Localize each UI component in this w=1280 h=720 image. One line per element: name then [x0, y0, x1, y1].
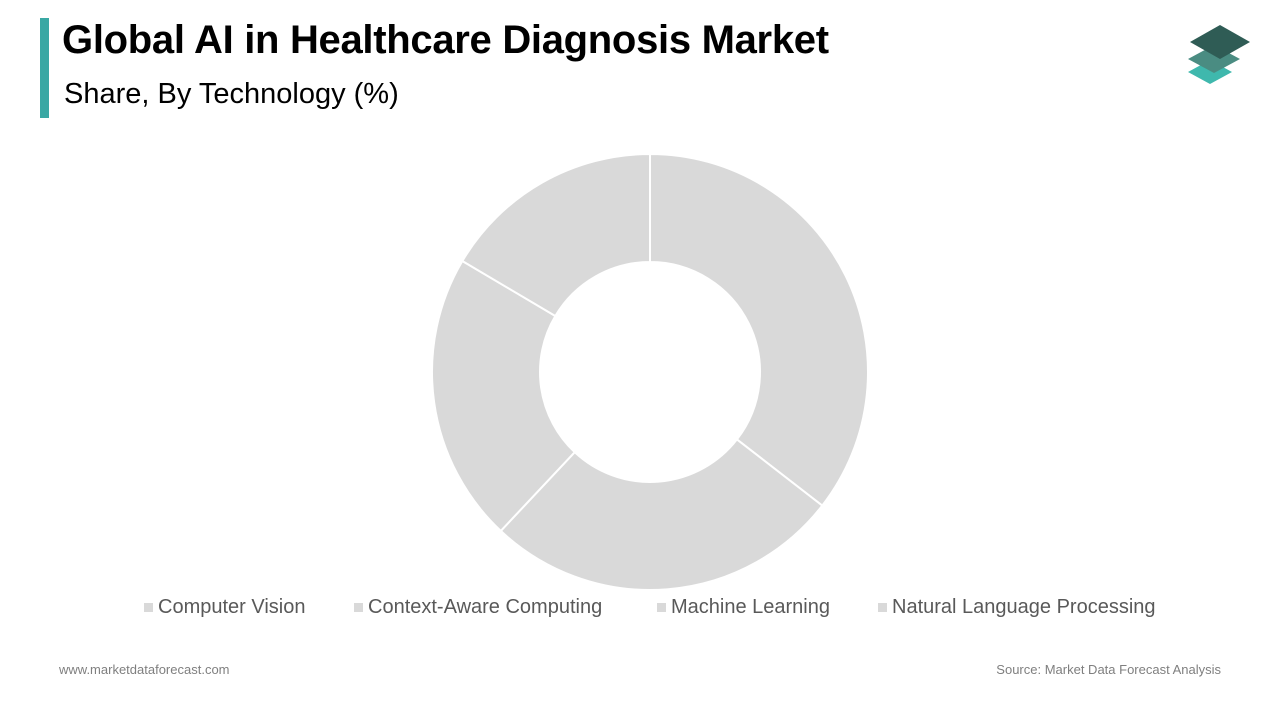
logo-layer-top: [1190, 25, 1250, 59]
title-accent-bar: [40, 18, 49, 118]
legend-item: Machine Learning: [657, 596, 830, 619]
footer-website: www.marketdataforecast.com: [59, 662, 230, 677]
stacked-layers-icon: [1188, 25, 1250, 84]
legend-item: Natural Language Processing: [878, 596, 1156, 619]
legend-label: Machine Learning: [671, 596, 830, 618]
donut-slice-machine-learning: [431, 259, 577, 533]
donut-slices: [431, 152, 869, 591]
donut-slice-computer-vision: [649, 152, 869, 508]
legend-label: Context-Aware Computing: [368, 596, 603, 618]
legend-item: Context-Aware Computing: [354, 596, 602, 619]
legend-item: Computer Vision: [144, 596, 305, 619]
page-title: Global AI in Healthcare Diagnosis Market: [62, 18, 829, 62]
chart-legend: Computer Vision Context-Aware Computing …: [0, 596, 1280, 622]
page-subtitle: Share, By Technology (%): [64, 78, 399, 110]
legend-swatch: [144, 603, 153, 612]
footer-source: Source: Market Data Forecast Analysis: [996, 662, 1221, 677]
legend-swatch: [878, 603, 887, 612]
legend-label: Natural Language Processing: [892, 596, 1156, 618]
legend-swatch: [354, 603, 363, 612]
donut-slice-context-aware-computing: [499, 438, 824, 591]
legend-label: Computer Vision: [158, 596, 306, 618]
legend-swatch: [657, 603, 666, 612]
donut-slice-natural-language-processing: [460, 152, 651, 318]
